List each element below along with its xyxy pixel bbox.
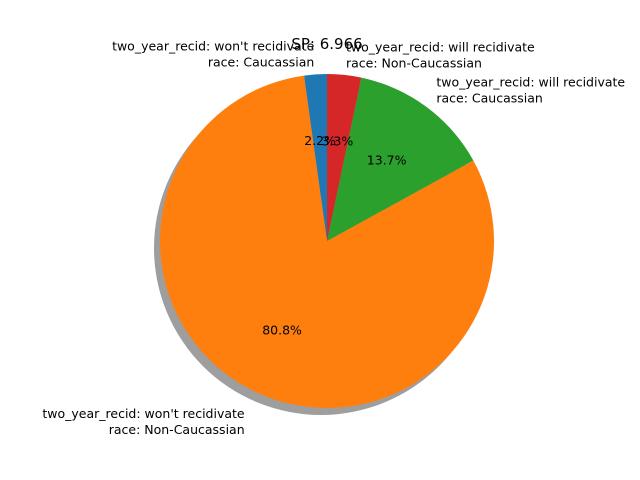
slice-label-line1: two_year_recid: will recidivate — [346, 39, 535, 54]
pie-slice-4 — [327, 74, 362, 241]
percent-labels: 2.2% 80.8% 13.7% 3.3% — [262, 133, 406, 338]
chart-title: SP: 6.966 — [291, 35, 362, 53]
slice-label: two_year_recid: will recidivate race: Non… — [346, 39, 535, 70]
pie-slices — [160, 74, 494, 408]
pie-slice-3 — [327, 77, 474, 241]
slice-label-line2: race: Caucassian — [436, 90, 542, 105]
slice-percent-label: 3.3% — [321, 133, 353, 148]
slice-label-line2: race: Non-Caucassian — [346, 55, 482, 70]
slice-label-line2: race: Caucassian — [208, 55, 314, 70]
slice-label: two_year_recid: won't recidivate race: No… — [42, 406, 245, 437]
slice-label: two_year_recid: won't recidivate race: Ca… — [112, 39, 315, 70]
slice-percent-label: 80.8% — [262, 323, 302, 338]
slice-label-line1: two_year_recid: will recidivate — [436, 74, 625, 89]
pie-slice-2 — [160, 75, 494, 408]
slice-labels: two_year_recid: won't recidivate race: Ca… — [42, 39, 625, 437]
slice-label-line1: two_year_recid: won't recidivate — [112, 39, 315, 54]
pie-slice-1 — [303, 74, 327, 241]
slice-label-line2: race: Non-Caucassian — [109, 422, 245, 437]
slice-label: two_year_recid: will recidivate race: Cau… — [436, 74, 625, 105]
slice-percent-label: 13.7% — [367, 152, 407, 167]
slice-percent-label: 2.2% — [304, 133, 336, 148]
slice-label-line1: two_year_recid: won't recidivate — [42, 406, 245, 421]
